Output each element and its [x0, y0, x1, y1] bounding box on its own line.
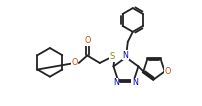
Text: N: N	[113, 78, 119, 87]
Text: N: N	[132, 78, 138, 87]
Text: S: S	[110, 52, 115, 61]
Text: O: O	[72, 59, 78, 68]
Text: O: O	[84, 36, 90, 45]
Text: O: O	[164, 67, 171, 76]
Text: N: N	[122, 51, 128, 60]
